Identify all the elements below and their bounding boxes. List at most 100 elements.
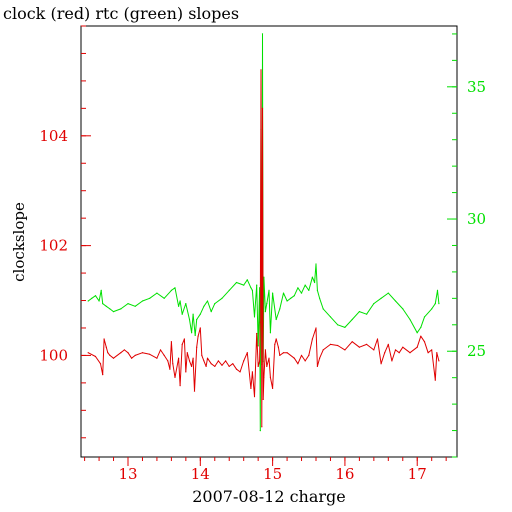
left-y-tick-label: 104 [39, 127, 68, 145]
clock-data-point [225, 360, 227, 362]
rtc-data-point [91, 297, 93, 299]
rtc-data-point [194, 334, 196, 336]
rtc-data-point [402, 308, 404, 310]
right-y-tick-label: 30 [467, 210, 486, 228]
right-y-axis-ticks: 25 30 35 [447, 33, 486, 458]
clock-data-point [99, 363, 102, 365]
rtc-data-point [380, 297, 382, 299]
rtc-data-point [221, 297, 223, 299]
clock-data-point [279, 354, 281, 356]
rtc-data-point [434, 303, 436, 305]
rtc-data-point [250, 287, 252, 289]
clock-data-point [380, 363, 382, 365]
clock-data-point [277, 346, 279, 348]
clock-data-point [261, 107, 264, 109]
rtc-data-point [290, 297, 292, 299]
clock-data-point [263, 376, 265, 378]
clock-data-point [192, 357, 194, 359]
left-y-axis-ticks: 100 102 104 [39, 25, 91, 439]
clock-data-point [434, 379, 436, 381]
clock-data-point [172, 363, 174, 365]
rtc-data-point [358, 311, 360, 313]
clock-data-point [316, 365, 318, 367]
clock-data-point [257, 365, 259, 367]
rtc-data-point [293, 295, 295, 297]
clock-data-point [297, 363, 299, 365]
rtc-data-point [196, 318, 198, 321]
rtc-data-point [100, 289, 102, 291]
clock-data-point [282, 352, 285, 354]
clock-data-point [275, 338, 277, 340]
rtc-data-point [253, 316, 256, 318]
clock-data-point [203, 360, 205, 362]
clock-data-point [423, 341, 426, 343]
x-axis-ticks: 13 14 15 16 17 [84, 457, 447, 483]
x-tick-label: 15 [263, 465, 282, 483]
clock-data-point [402, 346, 404, 348]
clock-data-point [159, 349, 162, 351]
right-y-tick-label: 35 [467, 78, 486, 96]
rtc-data-point [366, 313, 368, 315]
clock-data-point [94, 355, 97, 358]
rtc-data-point [300, 292, 303, 294]
rtc-data-point [188, 318, 191, 321]
clock-data-point [300, 354, 303, 356]
clock-data-point [376, 338, 379, 340]
rtc-data-point [235, 281, 238, 284]
clock-data-point [250, 387, 252, 389]
clock-data-point [170, 341, 172, 343]
rtc-data-point [257, 345, 259, 347]
clock-data-point [123, 349, 125, 351]
series-layer [87, 33, 440, 432]
clock-data-point [322, 349, 324, 351]
clock-data-point [201, 354, 203, 356]
rtc-data-point [431, 308, 433, 310]
rtc-data-point [436, 289, 439, 291]
rtc-data-point [297, 287, 299, 289]
clock-data-point [436, 352, 438, 354]
clock-data-point [228, 365, 230, 367]
left-y-axis-label: clockslope [10, 202, 28, 282]
clock-data-point [272, 387, 274, 389]
rtc-data-point [409, 318, 411, 321]
rtc-data-point [112, 311, 115, 313]
clock-data-point [315, 327, 317, 329]
rtc-data-point [127, 303, 129, 305]
clock-data-point [329, 343, 332, 345]
clock-data-point [221, 364, 223, 366]
clock-data-point [286, 352, 288, 354]
clock-data-point [87, 352, 89, 354]
clock-data-point [127, 352, 129, 354]
clock-data-point [214, 365, 216, 367]
clock-data-point [259, 321, 261, 324]
rtc-data-point [261, 33, 264, 35]
rtc-data-point [178, 305, 180, 307]
rtc-data-point [316, 289, 318, 291]
clock-data-point [384, 352, 386, 354]
clock-data-point [409, 352, 411, 354]
rtc-data-point [373, 303, 375, 305]
rtc-data-point [304, 284, 306, 286]
rtc-data-point [170, 289, 172, 291]
x-tick-label: 17 [408, 465, 427, 483]
clock-data-point [431, 349, 433, 351]
rtc-data-point [337, 324, 339, 326]
rtc-data-point [268, 289, 270, 291]
clock-data-point [427, 352, 429, 354]
clock-data-point [188, 360, 191, 362]
clock-data-point [217, 360, 219, 362]
rtc-data-point [102, 303, 104, 305]
clock-data-point [319, 357, 321, 359]
clock-data-point [185, 371, 187, 373]
rtc-data-point [228, 289, 230, 291]
clock-data-point [199, 327, 201, 329]
right-y-tick-label: 25 [467, 342, 486, 360]
rtc-data-point [185, 303, 187, 305]
clock-data-point [112, 357, 115, 359]
clock-data-point [109, 354, 111, 356]
clock-data-point [196, 346, 198, 348]
clock-data-point [169, 368, 171, 370]
rtc-data-point [329, 316, 332, 318]
clock-data-point [358, 346, 360, 348]
